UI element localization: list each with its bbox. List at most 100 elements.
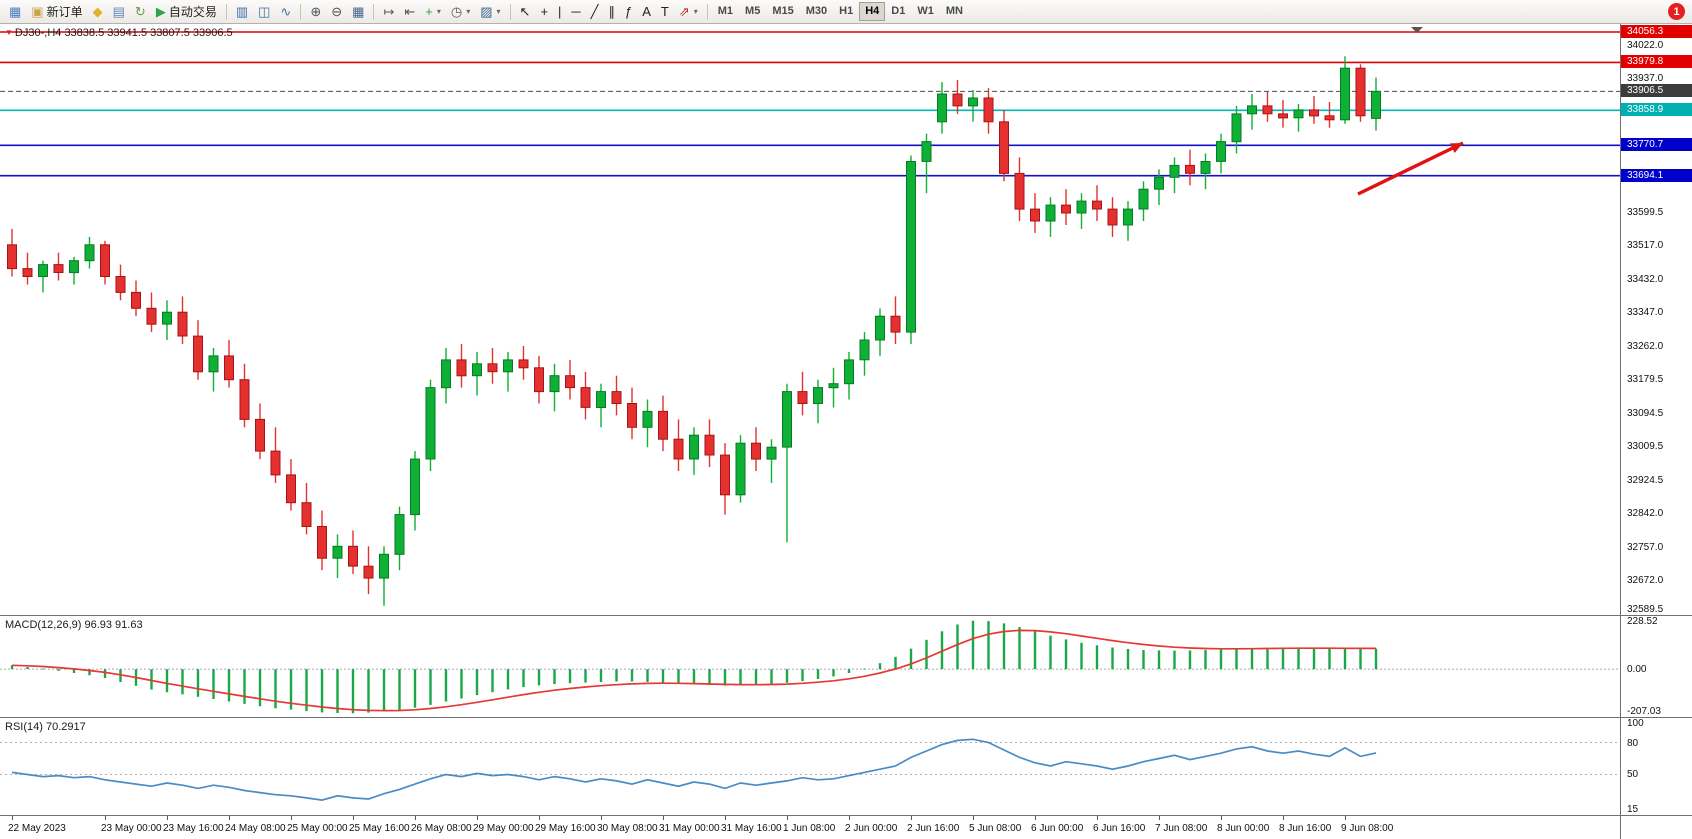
candlestick-chart[interactable] xyxy=(0,24,1620,615)
periods-button[interactable]: ◷ ▾ xyxy=(446,2,475,22)
toolbar-separator xyxy=(509,3,511,20)
tf-mn-button[interactable]: MN xyxy=(945,5,963,17)
refresh-button[interactable]: ↻ xyxy=(130,2,151,22)
time-tick xyxy=(539,816,540,820)
fibonacci-button[interactable]: ƒ xyxy=(620,2,637,22)
price-tick-label: 33432.0 xyxy=(1627,273,1664,285)
print-button[interactable]: ▤ xyxy=(108,2,130,22)
tf-m5-button[interactable]: M5 xyxy=(745,5,761,17)
horizontal-line-button[interactable]: ─ xyxy=(566,2,585,22)
macd-histogram xyxy=(10,620,1378,714)
chart-title: DJ30-,H4 33838.5 33941.5 33807.5 33906.5 xyxy=(14,27,233,39)
tf-h1-button[interactable]: H1 xyxy=(839,5,854,17)
line-chart-button[interactable]: ∿ xyxy=(275,2,296,22)
price-tick-label: 33262.0 xyxy=(1627,341,1664,353)
cursor-icon: ↖ xyxy=(519,4,531,19)
chart-shift-button[interactable]: ⇤ xyxy=(399,2,420,22)
text-button[interactable]: A xyxy=(637,2,656,22)
tf-w1-button[interactable]: W1 xyxy=(917,5,934,17)
macd-indicator-panel[interactable]: MACD(12,26,9) 96.93 91.63 xyxy=(0,616,1620,718)
price-level-label: 33694.1 xyxy=(1621,168,1692,182)
time-tick xyxy=(353,816,354,820)
tf-m1-button[interactable]: M1 xyxy=(717,5,734,17)
toolbar-separator xyxy=(225,3,227,20)
tf-d1-button[interactable]: D1 xyxy=(891,5,906,17)
macd-tick-label: 228.52 xyxy=(1627,616,1658,627)
new-order-button[interactable]: ▣ 新订单 xyxy=(26,2,87,22)
time-axis-label: 1 Jun 08:00 xyxy=(783,823,836,834)
time-axis-label: 6 Jun 16:00 xyxy=(1093,823,1146,834)
fibonacci-icon: ƒ xyxy=(624,4,633,19)
templates-button[interactable]: ▨ ▾ xyxy=(475,2,505,22)
tf-h4-button[interactable]: H4 xyxy=(859,2,886,21)
time-axis-label: 8 Jun 00:00 xyxy=(1217,823,1270,834)
time-axis-label: 22 May 2023 xyxy=(8,823,66,834)
rsi-tick-label: 50 xyxy=(1627,769,1639,781)
autotrading-label: 自动交易 xyxy=(168,5,217,19)
time-tick xyxy=(1345,816,1346,820)
equidistant-channel-button[interactable]: ∥ xyxy=(603,2,620,22)
macd-chart[interactable] xyxy=(0,616,1620,717)
rsi-axis[interactable]: 100 80 50 15 xyxy=(1621,718,1692,816)
price-level-label: 33979.8 xyxy=(1621,55,1692,69)
chart-shift-marker-icon[interactable] xyxy=(1411,27,1423,33)
indicators-button[interactable]: + ▾ xyxy=(420,2,446,22)
time-tick xyxy=(291,816,292,820)
time-axis[interactable]: 22 May 2023 23 May 00:00 23 May 16:00 24 Ma… xyxy=(0,816,1620,839)
price-axis[interactable]: 34022.0 33937.0 33599.5 33517.0 33432.0 33347… xyxy=(1621,24,1692,616)
price-level-label: 34056.3 xyxy=(1621,25,1692,38)
toolbar-separator xyxy=(373,3,375,20)
time-tick xyxy=(415,816,416,820)
chevron-down-icon: ▾ xyxy=(436,7,441,16)
tile-windows-button[interactable]: ▦ xyxy=(347,2,369,22)
rsi-tick-label: 100 xyxy=(1627,718,1644,729)
time-tick xyxy=(1035,816,1036,820)
zoom-out-button[interactable]: ⊖ xyxy=(326,2,347,22)
macd-tick-label: -207.03 xyxy=(1627,706,1661,717)
rsi-tick-label: 15 xyxy=(1627,804,1639,815)
metaeditor-icon: ◆ xyxy=(92,4,103,19)
text-icon: A xyxy=(642,4,651,19)
cursor-button[interactable]: ↖ xyxy=(515,2,536,22)
time-axis-label: 29 May 16:00 xyxy=(535,823,596,834)
new-order-label: 新订单 xyxy=(46,5,83,19)
tf-m30-button[interactable]: M30 xyxy=(805,5,828,17)
time-axis-label: 30 May 08:00 xyxy=(597,823,658,834)
time-axis-label: 8 Jun 16:00 xyxy=(1279,823,1332,834)
price-level-label: 33858.9 xyxy=(1621,103,1692,117)
price-axis-column[interactable]: 34022.0 33937.0 33599.5 33517.0 33432.0 33347… xyxy=(1620,24,1692,839)
crosshair-button[interactable]: + xyxy=(535,2,553,22)
time-tick xyxy=(229,816,230,820)
text-label-button[interactable]: T xyxy=(656,2,674,22)
rsi-indicator-panel[interactable]: RSI(14) 70.2917 xyxy=(0,718,1620,816)
macd-label: MACD(12,26,9) 96.93 91.63 xyxy=(5,619,143,631)
chart-workspace: ▼ DJ30-,H4 33838.5 33941.5 33807.5 33906.… xyxy=(0,24,1692,839)
arrows-button[interactable]: ⇗ ▾ xyxy=(674,2,703,22)
notification-badge[interactable]: 1 xyxy=(1668,3,1685,20)
time-axis-label: 31 May 00:00 xyxy=(659,823,720,834)
trend-arrow-annotation[interactable] xyxy=(1357,141,1464,196)
print-icon: ▤ xyxy=(112,4,125,19)
autotrading-button[interactable]: ▶ 自动交易 xyxy=(151,2,222,22)
time-axis-label: 26 May 08:00 xyxy=(411,823,472,834)
bar-chart-button[interactable]: ▥ xyxy=(231,2,253,22)
zoom-in-button[interactable]: ⊕ xyxy=(305,2,326,22)
auto-scroll-button[interactable]: ↦ xyxy=(378,2,399,22)
vertical-line-button[interactable]: | xyxy=(553,2,566,22)
rsi-chart[interactable] xyxy=(0,718,1620,815)
new-chart-button[interactable]: ▦ xyxy=(4,2,26,22)
macd-tick-label: 0.00 xyxy=(1627,664,1647,676)
main-chart-panel[interactable]: ▼ DJ30-,H4 33838.5 33941.5 33807.5 33906.… xyxy=(0,24,1620,616)
tf-m15-button[interactable]: M15 xyxy=(772,5,794,17)
metaeditor-button[interactable]: ◆ xyxy=(88,2,108,22)
trendline-icon: ╱ xyxy=(590,4,599,19)
chevron-down-icon: ▾ xyxy=(496,7,501,16)
price-tick-label: 33179.5 xyxy=(1627,373,1664,385)
text-label-icon: T xyxy=(660,4,669,19)
time-tick xyxy=(601,816,602,820)
candlestick-chart-button[interactable]: ◫ xyxy=(253,2,275,22)
macd-axis[interactable]: 228.52 0.00 -207.03 xyxy=(1621,616,1692,718)
trendline-button[interactable]: ╱ xyxy=(586,2,604,22)
time-tick xyxy=(1097,816,1098,820)
